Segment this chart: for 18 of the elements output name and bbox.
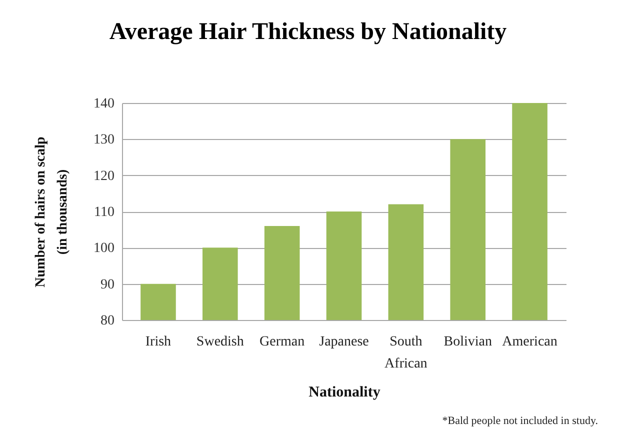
text: *Bald people not included in study. bbox=[442, 415, 598, 427]
y-axis-title: Number of hairs on scalp (in thousands) bbox=[34, 136, 70, 288]
x-tick-label: South African bbox=[384, 334, 428, 372]
x-tick-label: Irish bbox=[145, 334, 172, 350]
y-tick-label: 80 bbox=[100, 314, 114, 328]
y-tick-label: 140 bbox=[94, 96, 114, 112]
y-tick-label: 130 bbox=[94, 132, 114, 148]
x-tick-label: Swedish bbox=[196, 334, 244, 350]
x-tick-label: Bolivian bbox=[444, 334, 492, 350]
x-tick-label: Japanese bbox=[319, 334, 369, 350]
x-axis-title: Nationality bbox=[308, 384, 381, 400]
y-tick-label: 90 bbox=[100, 277, 114, 292]
y-tick-label: 100 bbox=[94, 241, 114, 256]
x-tick-label: American bbox=[502, 334, 558, 350]
y-tick-label: 110 bbox=[94, 205, 114, 220]
y-tick-label: 120 bbox=[94, 168, 114, 184]
x-tick-label: German bbox=[260, 334, 305, 350]
chart-title: Average Hair Thickness by Nationality bbox=[109, 19, 507, 45]
